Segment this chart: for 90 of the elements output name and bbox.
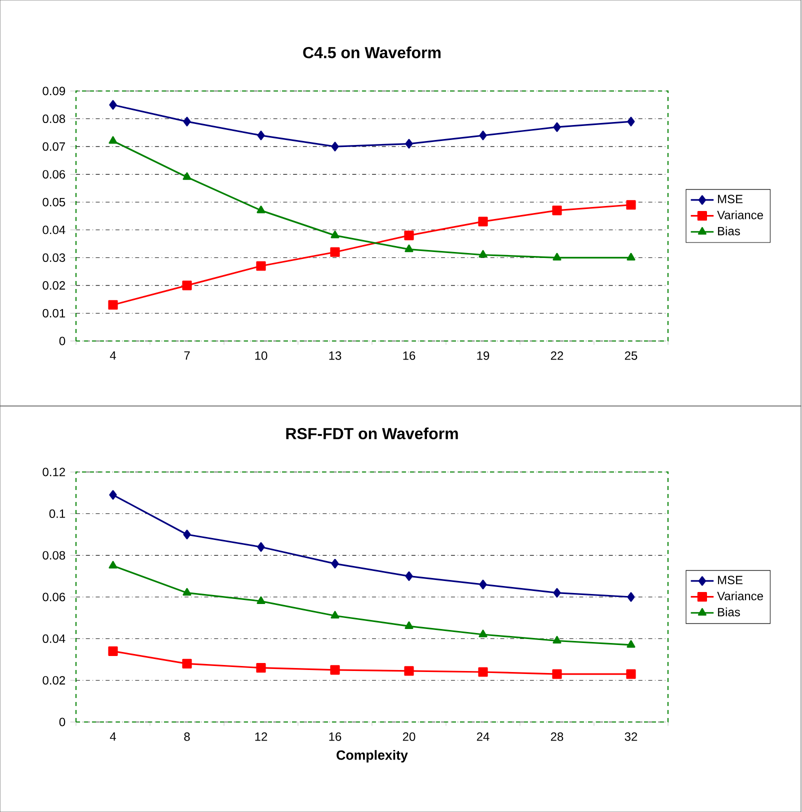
point: [627, 592, 635, 602]
x-tick-label: 7: [184, 351, 190, 360]
point: [626, 200, 636, 210]
point: [330, 247, 340, 257]
y-tick-label: 0.01: [42, 308, 66, 318]
x-tick-label: 19: [477, 351, 490, 360]
point: [108, 560, 118, 569]
y-tick-label: 0.1: [49, 509, 66, 518]
point: [404, 666, 414, 676]
point: [404, 621, 414, 629]
y-tick-label: 0.08: [42, 551, 66, 560]
point: [182, 658, 192, 668]
point: [478, 667, 488, 677]
legend-label: Variance: [717, 591, 763, 600]
point: [552, 669, 562, 679]
point: [478, 216, 488, 226]
y-tick-label: 0.06: [42, 592, 66, 602]
point: [256, 663, 266, 673]
x-tick-label: 16: [329, 732, 342, 741]
y-tick-label: 0.06: [42, 170, 66, 179]
point: [108, 136, 118, 144]
point: [552, 252, 562, 260]
point: [182, 588, 192, 596]
y-tick-label: 0.02: [42, 281, 65, 290]
point: [256, 596, 266, 604]
point: [626, 640, 636, 648]
point: [478, 250, 488, 258]
y-tick-label: 0: [59, 336, 66, 346]
point: [626, 252, 636, 260]
point: [182, 280, 192, 290]
point: [183, 116, 191, 126]
point: [109, 490, 117, 500]
point: [405, 571, 413, 581]
legend-label: Variance: [717, 210, 763, 220]
point: [256, 206, 266, 214]
chart-title: C4.5 on Waveform: [303, 46, 441, 58]
legend-label: Bias: [718, 608, 740, 616]
x-tick-label: 12: [255, 732, 268, 741]
y-tick-label: 0.12: [42, 468, 65, 476]
point: [627, 116, 635, 126]
x-tick-label: 16: [403, 351, 416, 360]
y-tick-label: 0.07: [42, 142, 65, 151]
chart-title: RSF-FDT on Waveform: [286, 428, 458, 440]
point: [552, 206, 562, 216]
x-tick-label: 20: [402, 732, 416, 741]
point: [404, 230, 414, 240]
point: [108, 646, 118, 656]
legend-label: MSE: [718, 194, 743, 204]
y-tick-label: 0.04: [42, 226, 66, 234]
legend-label: Bias: [718, 226, 740, 236]
y-tick-label: 0.05: [42, 198, 66, 206]
x-tick-label: 22: [550, 351, 564, 360]
y-tick-label: 0: [59, 718, 66, 726]
y-tick-label: 0.03: [42, 253, 66, 262]
point: [182, 172, 192, 180]
point: [478, 630, 488, 638]
point: [479, 130, 487, 140]
y-tick-label: 0.09: [42, 86, 66, 96]
legend-label: MSE: [718, 576, 743, 584]
point: [257, 542, 265, 552]
point: [109, 100, 117, 110]
point: [108, 300, 118, 310]
point: [257, 130, 265, 140]
x-tick-label: 10: [255, 351, 268, 360]
x-tick-label: 28: [550, 732, 564, 741]
y-tick-label: 0.08: [42, 114, 66, 124]
point: [331, 558, 339, 568]
point: [330, 610, 340, 619]
y-tick-label: 0.04: [42, 634, 66, 643]
x-tick-label: 24: [476, 732, 490, 741]
point: [553, 122, 561, 132]
point: [479, 580, 487, 590]
y-tick-label: 0.02: [42, 676, 65, 685]
point: [331, 142, 339, 152]
x-tick-label: 4: [110, 732, 116, 741]
point: [626, 669, 636, 679]
point: [183, 530, 191, 540]
x-tick-label: 25: [624, 351, 638, 360]
point: [405, 138, 413, 149]
point: [552, 636, 562, 644]
x-tick-label: 4: [110, 351, 116, 360]
x-tick-label: 13: [329, 351, 342, 360]
x-tick-label: 8: [184, 732, 190, 741]
x-axis-title: Complexity: [336, 750, 408, 762]
point: [256, 261, 266, 271]
x-tick-label: 32: [624, 732, 638, 741]
point: [330, 665, 340, 675]
point: [404, 244, 414, 252]
point: [330, 230, 340, 238]
point: [553, 588, 561, 598]
